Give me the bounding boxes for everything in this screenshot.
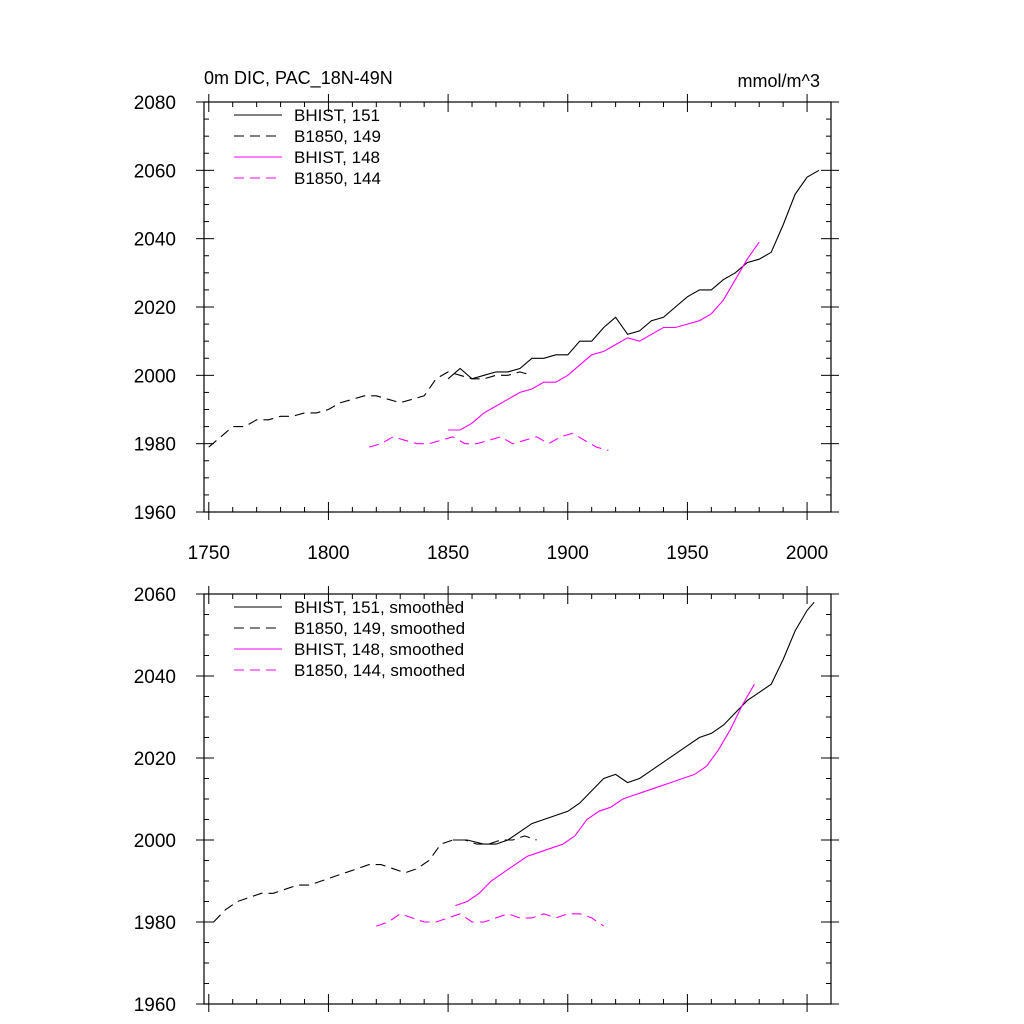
legend-label: BHIST, 148 <box>294 148 380 167</box>
y-tick-label: 2040 <box>134 230 176 251</box>
x-tick-label: 1950 <box>666 543 708 564</box>
x-tick-label: 1800 <box>307 543 349 564</box>
x-tick-label: 2000 <box>786 543 828 564</box>
legend-label: B1850, 144, smoothed <box>294 661 465 680</box>
y-tick-label: 1960 <box>134 995 176 1016</box>
series-line-0 <box>447 169 820 380</box>
bottom-plot-frame <box>203 593 832 1005</box>
legend-label: BHIST, 151 <box>294 106 380 125</box>
legend-label: B1850, 149 <box>294 127 381 146</box>
units-label: mmol/m^3 <box>738 71 820 91</box>
y-tick-label: 2040 <box>134 667 176 688</box>
series-line-1 <box>213 835 537 923</box>
y-tick-label: 2020 <box>134 749 176 770</box>
x-tick-label: 1850 <box>427 543 469 564</box>
series-line-0 <box>452 601 815 845</box>
series-line-1 <box>208 371 533 448</box>
y-tick-label: 2060 <box>134 161 176 182</box>
x-tick-label: 1900 <box>547 543 589 564</box>
y-tick-label: 2000 <box>134 366 176 387</box>
series-line-3 <box>376 913 605 927</box>
series-line-2 <box>448 241 760 431</box>
y-tick-label: 1960 <box>134 503 176 524</box>
series-line-3 <box>368 432 609 452</box>
x-tick-label: 1750 <box>188 543 230 564</box>
y-tick-label: 2080 <box>134 93 176 114</box>
legend-label: B1850, 149, smoothed <box>294 619 465 638</box>
y-tick-label: 1980 <box>134 435 176 456</box>
legend-label: BHIST, 151, smoothed <box>294 598 464 617</box>
y-tick-label: 1980 <box>134 913 176 934</box>
top-plot-frame <box>203 101 832 513</box>
series-line-2 <box>455 683 755 907</box>
legend-label: B1850, 144 <box>294 169 381 188</box>
y-tick-label: 2000 <box>134 831 176 852</box>
legend-label: BHIST, 148, smoothed <box>294 640 464 659</box>
bottom-panel: 1960 1980 2000 2020 2040 2060 BHIST, 151, smo… <box>134 585 839 1016</box>
y-tick-label: 2060 <box>134 585 176 606</box>
chart-title: 0m DIC, PAC_18N-49N <box>204 68 393 89</box>
top-panel: 0m DIC, PAC_18N-49N mmol/m^3 1750 1800 185… <box>134 68 839 564</box>
y-tick-label: 2020 <box>134 298 176 319</box>
